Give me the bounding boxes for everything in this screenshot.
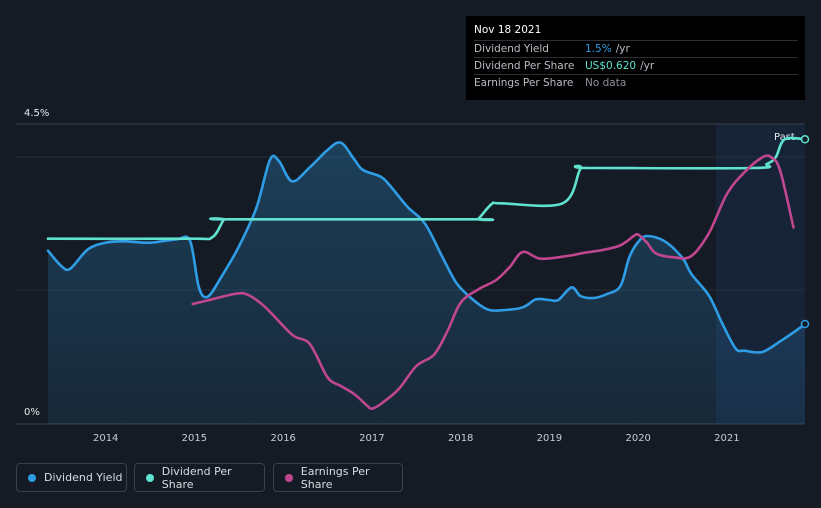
tooltip-date: Nov 18 2021 (474, 24, 542, 36)
legend-dividend-per-share[interactable]: Dividend Per Share (134, 463, 265, 492)
legend-dot-icon (146, 473, 154, 482)
x-tick-label: 2017 (359, 433, 384, 444)
x-tick-label: 2021 (714, 433, 739, 444)
tooltip-value: 1.5% (585, 43, 612, 55)
legend-label: Dividend Per Share (161, 464, 232, 491)
tooltip-label: Dividend Per Share (474, 60, 575, 72)
x-tick-label: 2019 (537, 433, 562, 444)
tooltip-row-earnings-per-share: Earnings Per Share No data (474, 74, 798, 91)
tooltip-label: Dividend Yield (474, 43, 549, 55)
past-label: Past (774, 132, 795, 143)
earnings-per-share-line (191, 154, 795, 411)
dividend-yield-end-marker (800, 319, 810, 329)
x-tick-label: 2018 (448, 433, 473, 444)
legend-label: Dividend Yield (44, 471, 123, 484)
tooltip-row-dividend-yield: Dividend Yield 1.5% /yr (474, 40, 798, 57)
dividend-per-share-line (46, 136, 807, 241)
x-tick-label: 2020 (625, 433, 650, 444)
tooltip: Nov 18 2021 Dividend Yield 1.5% /yr Divi… (466, 16, 805, 100)
tooltip-label: Earnings Per Share (474, 77, 574, 89)
tooltip-value: US$0.620 (585, 60, 637, 72)
x-tick-label: 2014 (93, 433, 118, 444)
legend-earnings-per-share[interactable]: Earnings Per Share (273, 463, 403, 492)
tooltip-unit: /yr (640, 60, 655, 72)
y-label-bottom: 0% (24, 407, 40, 418)
x-tick-label: 2015 (182, 433, 207, 444)
x-tick-label: 2016 (270, 433, 295, 444)
dividend-yield-area (48, 142, 805, 424)
tooltip-row-dividend-per-share: Dividend Per Share US$0.620 /yr (474, 57, 798, 74)
legend-label: Earnings Per Share (300, 464, 370, 491)
legend-dot-icon (28, 473, 36, 482)
legend-dividend-yield[interactable]: Dividend Yield (16, 463, 127, 492)
legend-dot-icon (285, 473, 293, 482)
dividend-per-share-end-marker (800, 135, 810, 144)
tooltip-unit: /yr (615, 43, 630, 55)
y-label-top: 4.5% (24, 108, 49, 119)
tooltip-value: No data (585, 77, 627, 89)
